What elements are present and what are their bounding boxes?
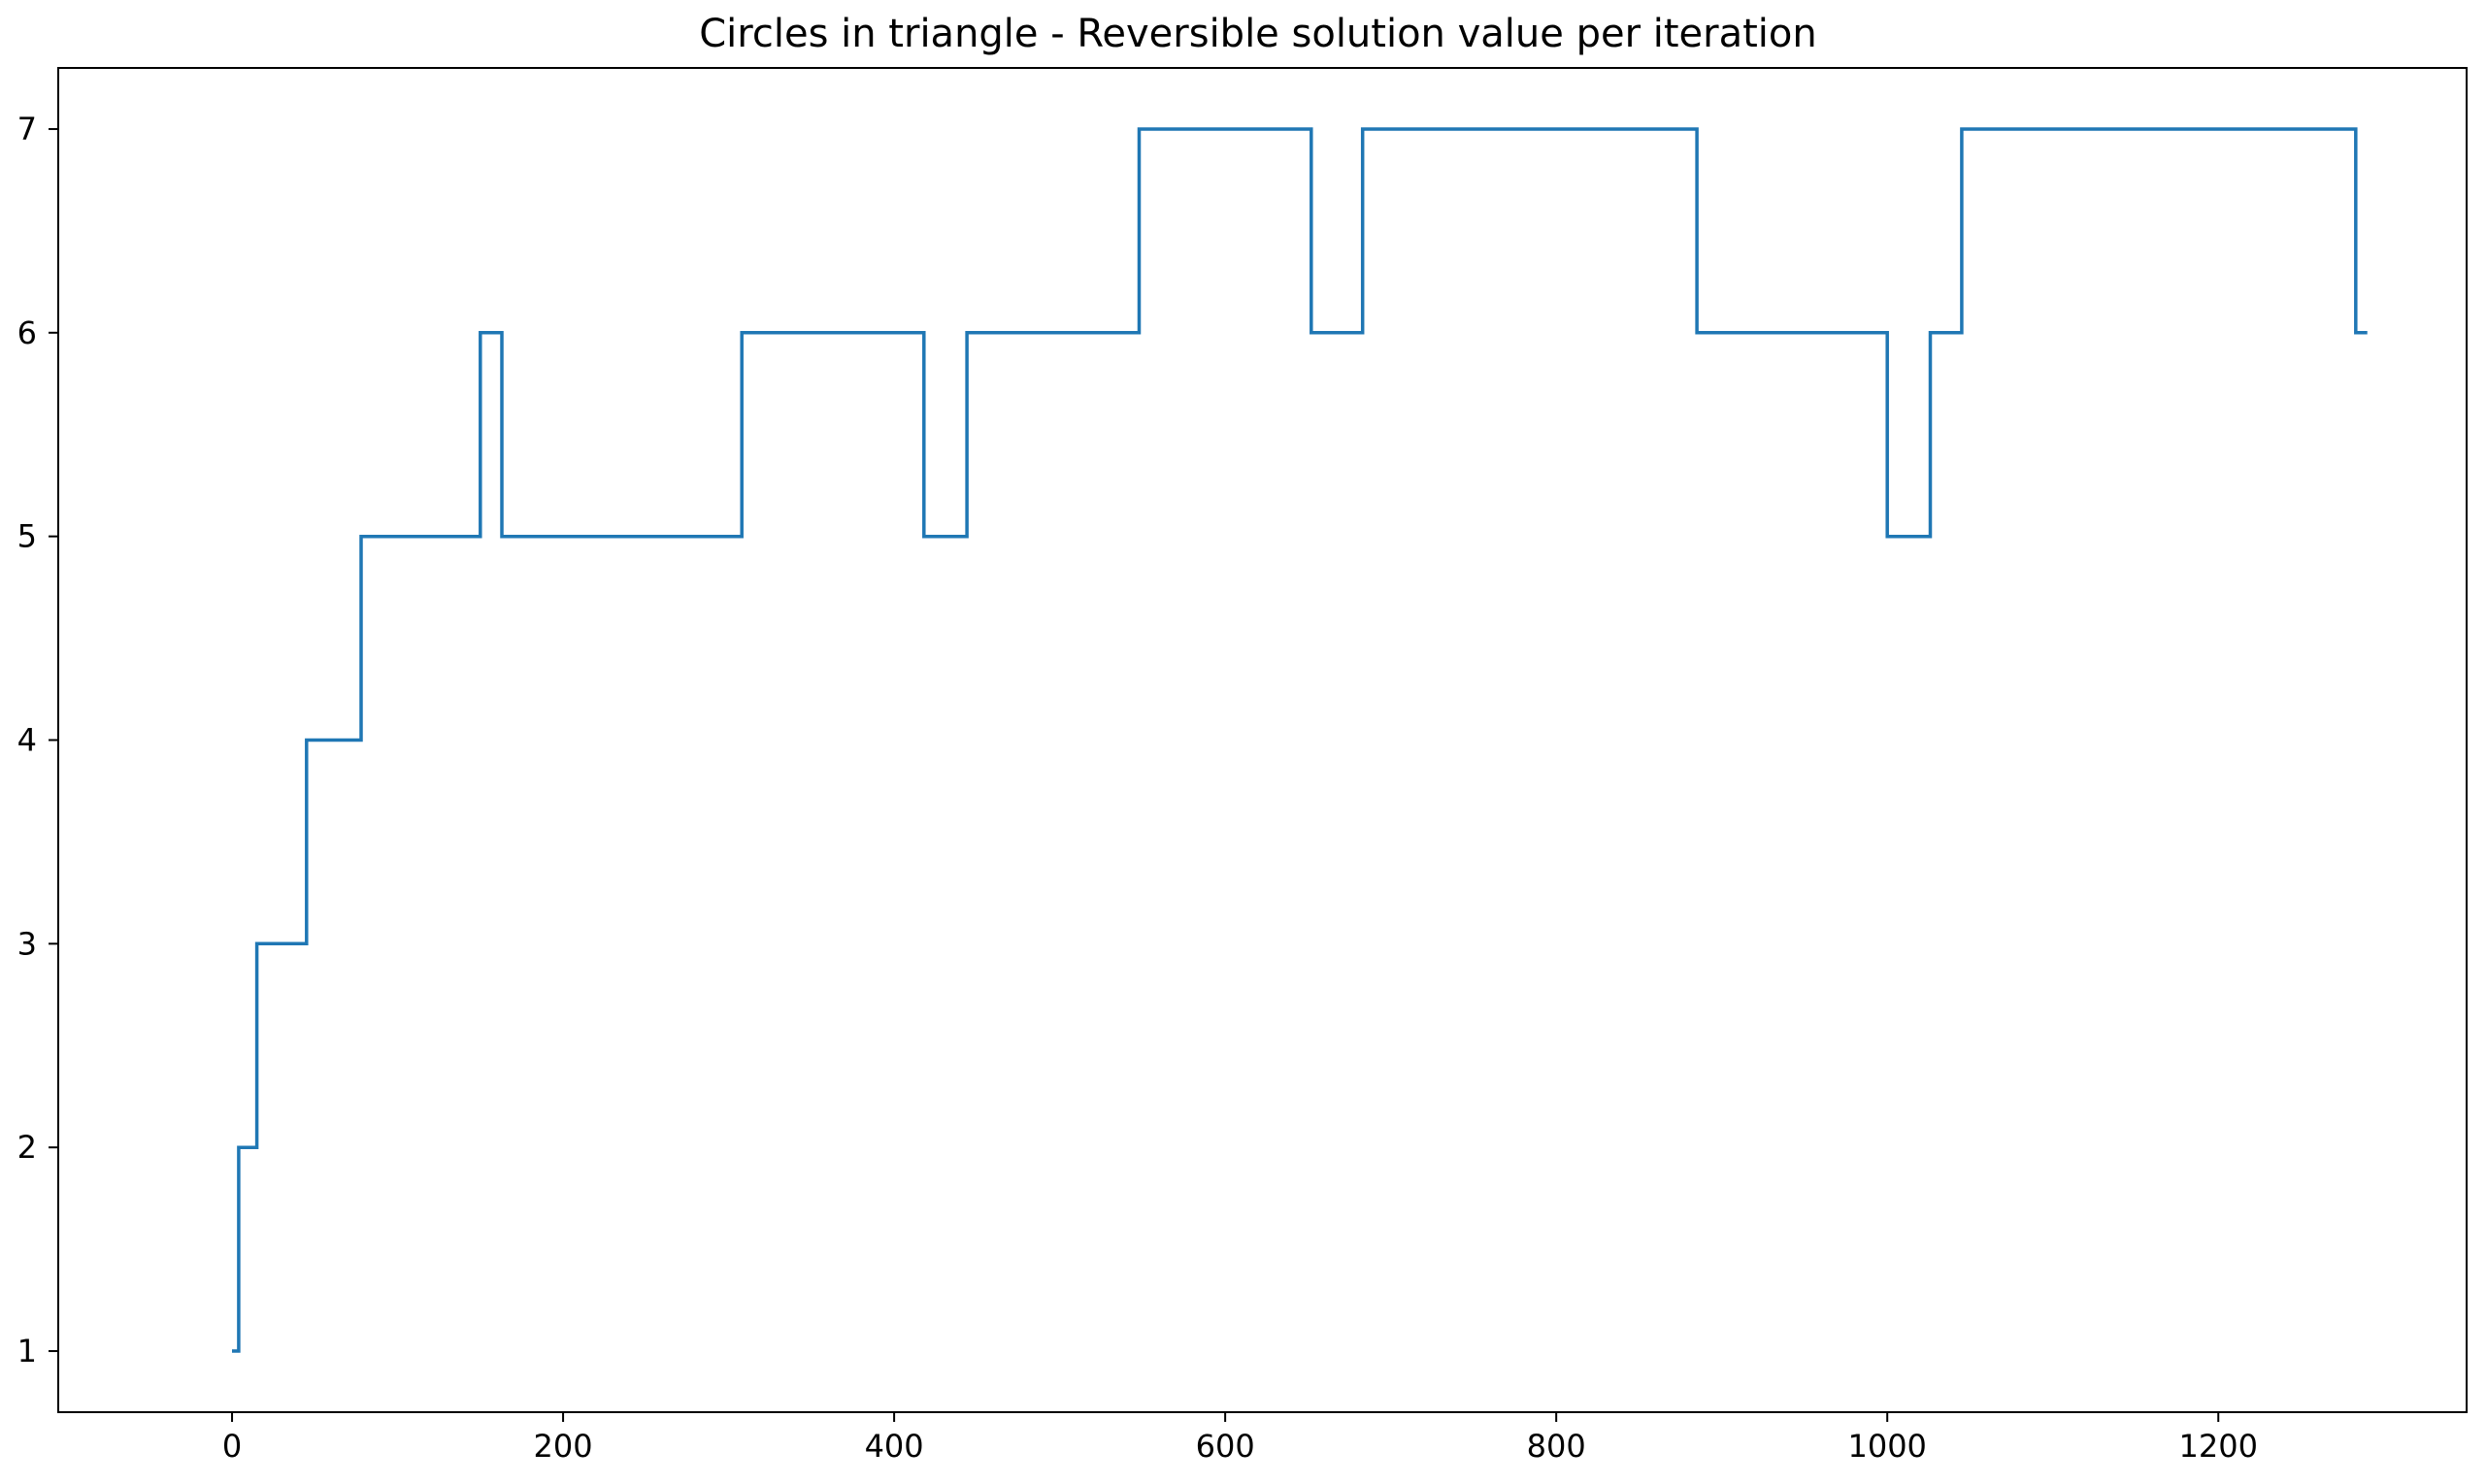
plot-area [232, 127, 2368, 1353]
x-tick-label: 1200 [2179, 1428, 2258, 1465]
y-tick-label: 7 [17, 111, 37, 148]
y-tick-label: 2 [17, 1129, 37, 1166]
x-tick-label: 600 [1196, 1428, 1255, 1465]
y-tick-label: 1 [17, 1333, 37, 1369]
x-tick-label: 1000 [1847, 1428, 1926, 1465]
axes: 0 200 400 600 800 1000 1200 1 2 3 4 5 6 7 [17, 67, 2468, 1465]
y-tick-label: 4 [17, 722, 37, 759]
x-tick-label: 200 [534, 1428, 593, 1465]
y-tick-label: 5 [17, 518, 37, 555]
x-tick-label: 400 [865, 1428, 924, 1465]
x-tick-label: 800 [1527, 1428, 1586, 1465]
plot-frame [57, 67, 2468, 1413]
chart-title: Circles in triangle - Reversible solutio… [699, 12, 1816, 56]
y-tick-label: 6 [17, 314, 37, 351]
series-line-0 [232, 127, 2368, 1353]
y-tick-label: 3 [17, 925, 37, 962]
x-tick-label: 0 [222, 1428, 242, 1465]
